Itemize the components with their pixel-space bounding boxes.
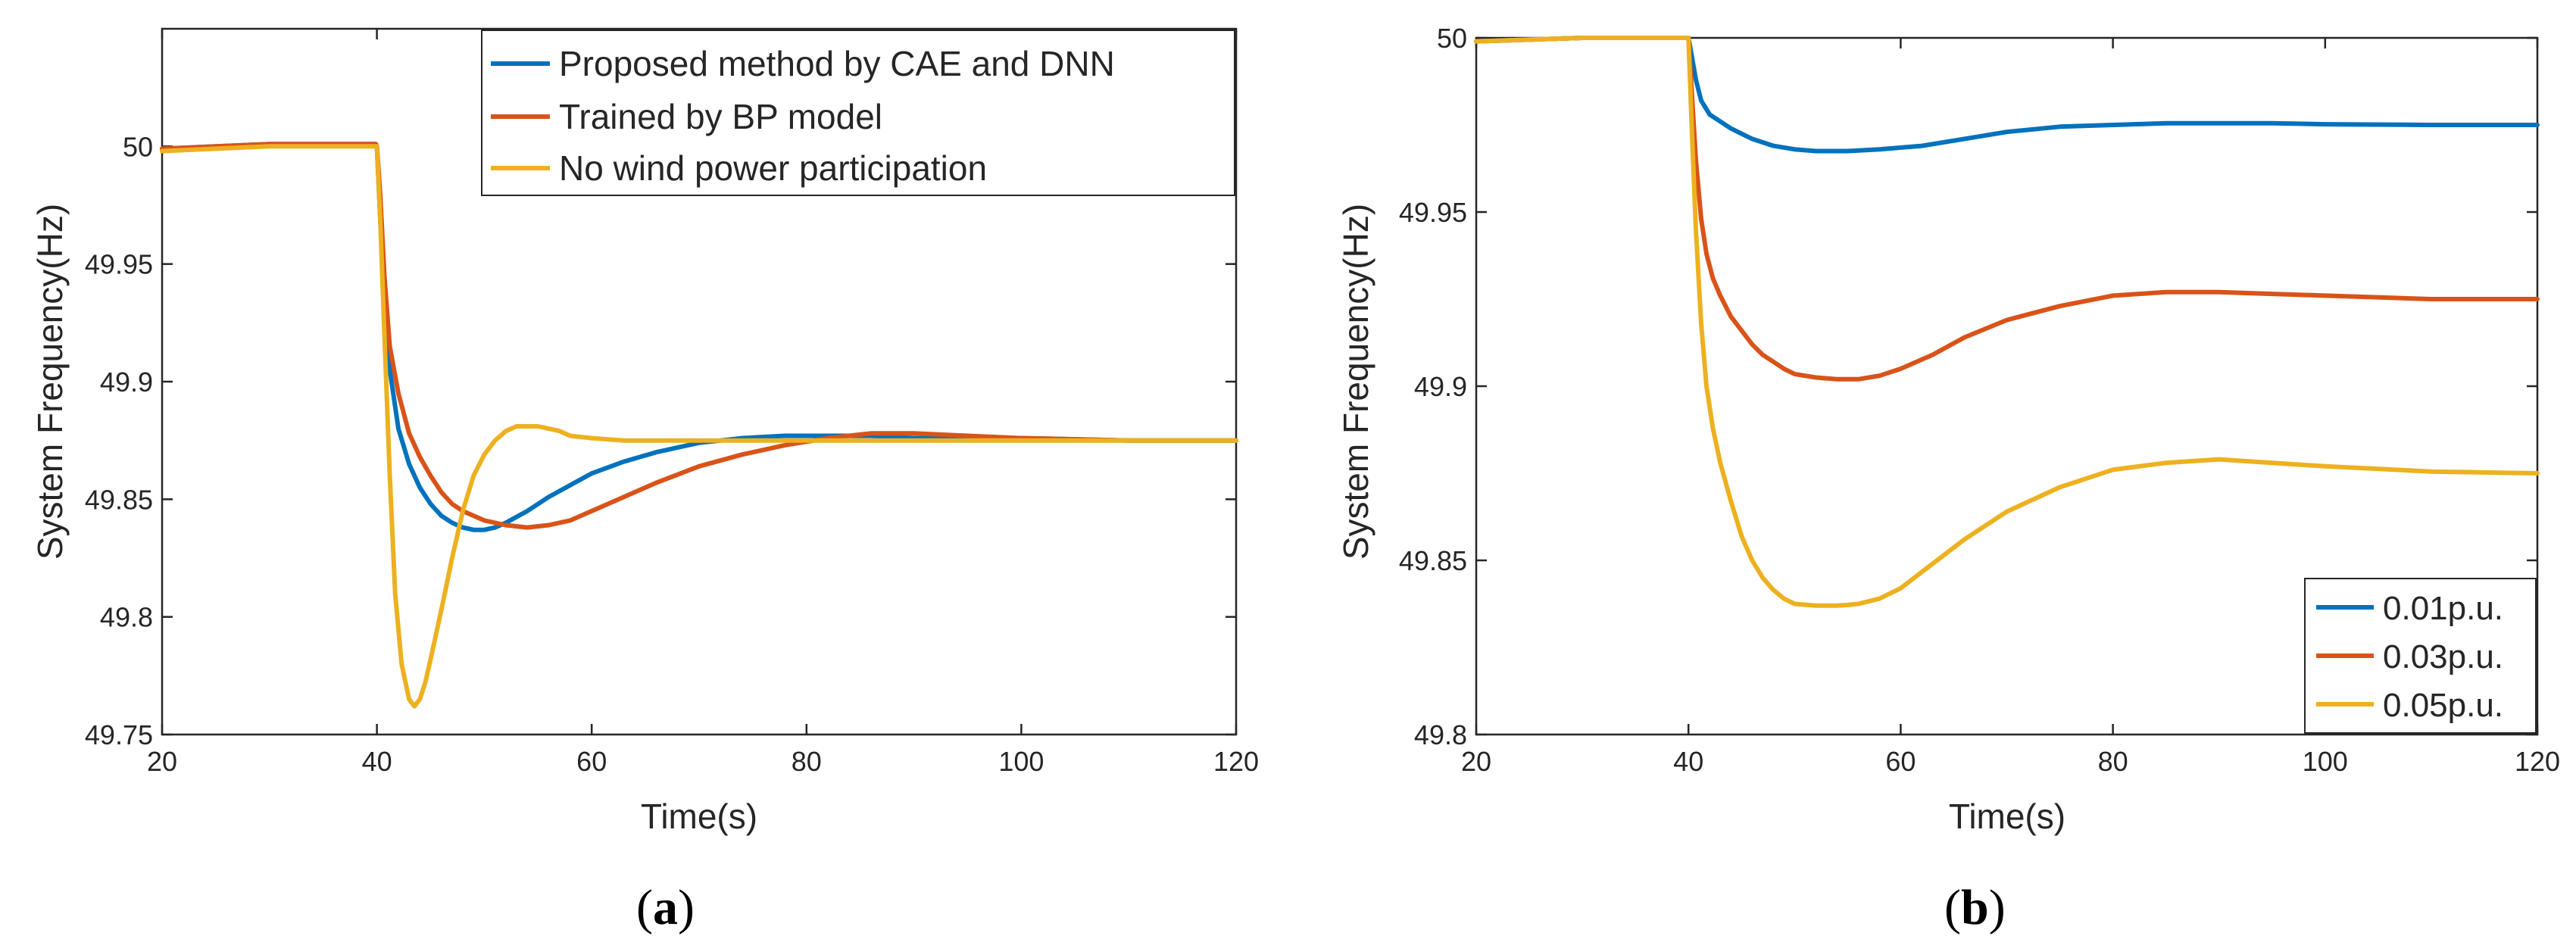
- x-ticks-a: 20 40 60 80 100 120: [147, 29, 1259, 777]
- y-axis-label-b: System Frequency(Hz): [1336, 204, 1375, 560]
- y-tick-label-b-2: 49.9: [1414, 371, 1467, 402]
- y-tick-label-a-3: 49.9: [100, 367, 153, 398]
- series-line-a-2: [160, 144, 1238, 709]
- y-tick-label-b-1: 49.85: [1399, 545, 1467, 576]
- y-tick-label-b-3: 49.95: [1399, 197, 1467, 228]
- y-tick-label-a-0: 49.75: [85, 719, 153, 750]
- y-tick-label-a-2: 49.85: [85, 484, 153, 515]
- legend-label-b-2: 0.05p.u.: [2383, 687, 2503, 724]
- x-tick-label-b-4: 100: [2303, 746, 2348, 777]
- legend-label-a-0: Proposed method by CAE and DNN: [559, 44, 1115, 83]
- x-axis-label-a: Time(s): [641, 797, 757, 836]
- series-line-b-1: [1474, 36, 2540, 382]
- x-tick-label-a-0: 20: [147, 746, 177, 777]
- y-tick-label-b-0: 49.8: [1414, 719, 1467, 750]
- series-lines-a: [160, 142, 1238, 709]
- x-tick-label-a-5: 120: [1213, 746, 1259, 777]
- x-ticks-b: 20 40 60 80 100 120: [1461, 38, 2560, 777]
- panel-label-b: (b): [1944, 880, 2006, 935]
- legend-a: Proposed method by CAE and DNN Trained b…: [481, 30, 1235, 196]
- y-tick-label-a-1: 49.8: [100, 602, 153, 633]
- x-tick-label-a-3: 80: [792, 746, 822, 777]
- x-tick-label-b-0: 20: [1461, 746, 1491, 777]
- series-lines-b: [1474, 36, 2540, 608]
- x-tick-label-b-5: 120: [2515, 746, 2560, 777]
- y-ticks-b: 49.8 49.85 49.9 49.95 50: [1399, 23, 2537, 750]
- x-tick-label-b-3: 80: [2098, 746, 2128, 777]
- x-axis-label-b: Time(s): [1949, 797, 2065, 836]
- x-tick-label-a-4: 100: [998, 746, 1044, 777]
- legend-label-a-2: No wind power participation: [559, 148, 987, 188]
- legend-label-a-1: Trained by BP model: [559, 97, 882, 136]
- y-ticks-a: 49.75 49.8 49.85 49.9 49.95 50: [85, 131, 1236, 750]
- x-tick-label-a-2: 60: [576, 746, 607, 777]
- x-tick-label-a-1: 40: [362, 746, 392, 777]
- x-tick-label-b-1: 40: [1673, 746, 1703, 777]
- y-tick-label-b-4: 50: [1437, 23, 1467, 54]
- legend-b: 0.01p.u. 0.03p.u. 0.05p.u.: [2304, 578, 2537, 734]
- legend-label-b-1: 0.03p.u.: [2383, 638, 2503, 675]
- chart-panel-b: 20 40 60 80 100 120 49.8 49.85 49.9 49.95 50 Time…: [1336, 23, 2560, 935]
- x-tick-label-b-2: 60: [1885, 746, 1916, 777]
- y-tick-label-a-4: 49.95: [85, 249, 153, 280]
- series-line-a-1: [160, 142, 1238, 530]
- panel-label-a: (a): [636, 880, 695, 935]
- legend-label-b-0: 0.01p.u.: [2383, 590, 2503, 627]
- legend-box-a: [481, 30, 1235, 196]
- y-tick-label-a-5: 50: [123, 131, 153, 162]
- series-line-b-0: [1474, 36, 2540, 154]
- y-axis-label-a: System Frequency(Hz): [30, 204, 70, 560]
- chart-panel-a: 20 40 60 80 100 120 49.75 49.8 49.85 49.9 49.95 50…: [30, 27, 1259, 935]
- series-line-b-2: [1474, 36, 2540, 608]
